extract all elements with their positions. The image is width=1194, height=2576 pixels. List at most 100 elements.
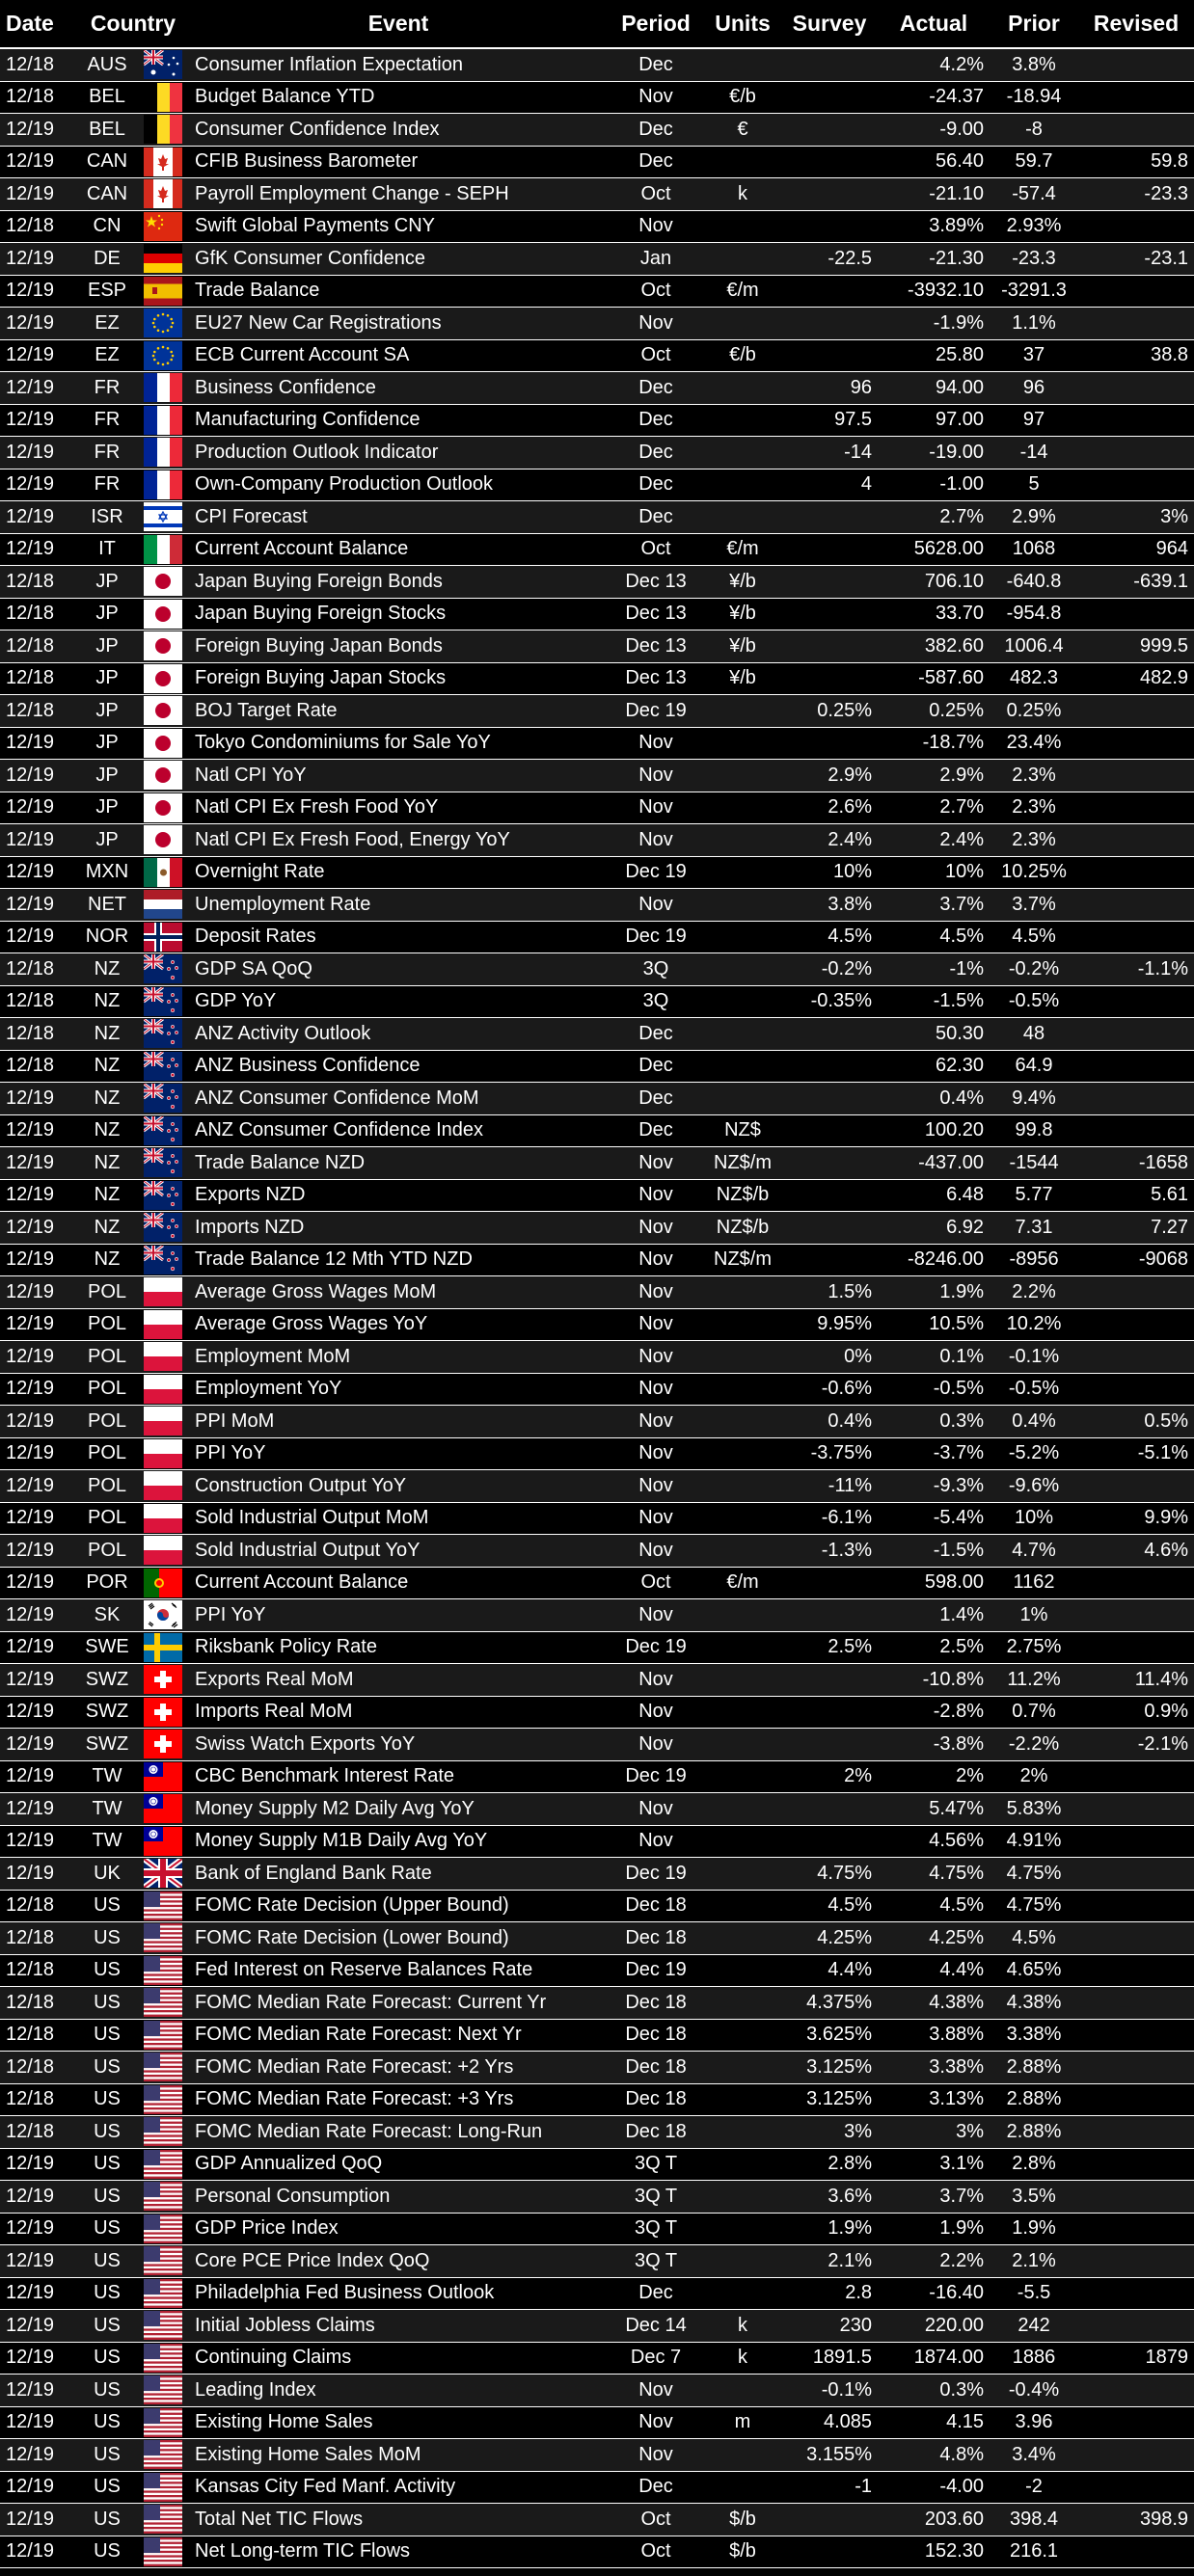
- flag-cell: [137, 1437, 190, 1470]
- header-period: Period: [608, 0, 705, 49]
- units-cell: [704, 2471, 782, 2504]
- event-cell: Kansas City Fed Manf. Activity: [189, 2471, 609, 2504]
- date-cell: 12/19: [0, 1082, 77, 1115]
- units-cell: [704, 1017, 782, 1051]
- event-cell: Overnight Rate: [189, 856, 609, 889]
- period-cell: 3Q T: [608, 2213, 705, 2245]
- flag-cell: [137, 565, 190, 599]
- actual-cell: 50.30: [878, 1017, 990, 1051]
- survey-cell: 3.6%: [781, 2180, 879, 2214]
- event-cell: ANZ Consumer Confidence Index: [189, 1114, 609, 1147]
- survey-cell: [781, 177, 879, 211]
- date-cell: 12/19: [0, 1275, 77, 1309]
- table-row: 12/19 POL PPI YoY Nov -3.75% -3.7% -5.2% -5.1%: [0, 1437, 1194, 1470]
- prior-cell: 4.91%: [990, 1825, 1079, 1858]
- flag-cell: [137, 1890, 190, 1922]
- event-cell: Natl CPI Ex Fresh Food YoY: [189, 792, 609, 824]
- prior-cell: 9.4%: [990, 1082, 1079, 1115]
- country-cell: US: [77, 1986, 137, 2020]
- event-cell: Trade Balance: [189, 275, 609, 308]
- table-row: 12/19 POL Construction Output YoY Nov -11% -9…: [0, 1469, 1194, 1503]
- table-row: 12/18 NZ ANZ Activity Outlook Dec 50.30 48: [0, 1017, 1194, 1051]
- date-cell: 12/19: [0, 275, 77, 308]
- date-cell: 12/18: [0, 1050, 77, 1083]
- period-cell: Dec 13: [608, 598, 705, 631]
- flag-cell: [137, 113, 190, 147]
- period-cell: Nov: [608, 210, 705, 243]
- table-row: 12/19 CAN Payroll Employment Change - SEPH…: [0, 177, 1194, 211]
- prior-cell: 23.4%: [990, 727, 1079, 760]
- table-row: 12/19 JP Natl CPI Ex Fresh Food YoY Nov 2.6%…: [0, 792, 1194, 824]
- prior-cell: 4.75%: [990, 1890, 1079, 1922]
- table-row: 12/19 ESP Trade Balance Oct €/m -3932.10 -3291…: [0, 275, 1194, 308]
- flag-cell: [137, 921, 190, 953]
- survey-cell: 4.75%: [781, 1857, 879, 1891]
- flag-cell: [137, 436, 190, 470]
- spain-flag-icon: [144, 276, 182, 306]
- country-cell: JP: [77, 662, 137, 695]
- date-cell: 12/19: [0, 1567, 77, 1599]
- event-cell: Unemployment Rate: [189, 888, 609, 922]
- date-cell: 12/19: [0, 2536, 77, 2568]
- actual-cell: 4.15: [878, 2406, 990, 2439]
- country-cell: NZ: [77, 1179, 137, 1212]
- actual-cell: 598.00: [878, 1567, 990, 1599]
- prior-cell: 5.77: [990, 1179, 1079, 1212]
- flag-cell: [137, 694, 190, 728]
- date-cell: 12/19: [0, 2213, 77, 2245]
- flag-cell: [137, 533, 190, 566]
- belgium-flag-icon: [144, 82, 182, 112]
- event-cell: Philadelphia Fed Business Outlook: [189, 2277, 609, 2310]
- mexico-flag-icon: [144, 857, 182, 887]
- date-cell: 12/19: [0, 2471, 77, 2504]
- actual-cell: 33.70: [878, 598, 990, 631]
- survey-cell: [781, 500, 879, 534]
- table-row: 12/19 NZ Trade Balance 12 Mth YTD NZD Nov NZ…: [0, 1244, 1194, 1276]
- table-row: 12/19 BEL Consumer Confidence Index Dec € -9.…: [0, 113, 1194, 147]
- event-cell: EU27 New Car Registrations: [189, 307, 609, 340]
- units-cell: [704, 1308, 782, 1341]
- table-row: 12/19 POL Sold Industrial Output MoM Nov -6.…: [0, 1502, 1194, 1535]
- revised-cell: 0.9%: [1078, 1696, 1194, 1729]
- eu-flag-icon: [144, 309, 182, 338]
- units-cell: [704, 210, 782, 243]
- actual-cell: -437.00: [878, 1146, 990, 1180]
- table-row: 12/19 POL Sold Industrial Output YoY Nov -1.…: [0, 1534, 1194, 1568]
- revised-cell: 38.8: [1078, 339, 1194, 372]
- country-cell: EZ: [77, 339, 137, 372]
- survey-cell: 0.4%: [781, 1405, 879, 1438]
- us-flag-icon: [144, 2278, 182, 2308]
- date-cell: 12/18: [0, 2019, 77, 2052]
- units-cell: [704, 2019, 782, 2052]
- prior-cell: -1544: [990, 1146, 1079, 1180]
- revised-cell: [1078, 2438, 1194, 2472]
- period-cell: Nov: [608, 823, 705, 857]
- table-row: 12/18 JP Foreign Buying Japan Bonds Dec 13 ¥…: [0, 630, 1194, 663]
- event-cell: Exports Real MoM: [189, 1663, 609, 1697]
- prior-cell: 1068: [990, 533, 1079, 566]
- table-row: 12/19 US Initial Jobless Claims Dec 14 k 230 2…: [0, 2309, 1194, 2343]
- survey-cell: [781, 1825, 879, 1858]
- date-cell: 12/19: [0, 1114, 77, 1147]
- period-cell: Nov: [608, 727, 705, 760]
- period-cell: Dec: [608, 404, 705, 437]
- flag-cell: [137, 48, 190, 82]
- japan-flag-icon: [144, 696, 182, 726]
- prior-cell: -2: [990, 2471, 1079, 2504]
- flag-cell: [137, 1631, 190, 1664]
- flag-cell: [137, 1114, 190, 1147]
- poland-flag-icon: [144, 1471, 182, 1501]
- event-cell: Continuing Claims: [189, 2342, 609, 2375]
- date-cell: 12/19: [0, 888, 77, 922]
- period-cell: Oct: [608, 1567, 705, 1599]
- date-cell: 12/19: [0, 2406, 77, 2439]
- us-flag-icon: [144, 2182, 182, 2212]
- actual-cell: 1.9%: [878, 1275, 990, 1309]
- period-cell: Nov: [608, 2374, 705, 2407]
- period-cell: Nov: [608, 1728, 705, 1761]
- prior-cell: 3.7%: [990, 888, 1079, 922]
- event-cell: Personal Consumption: [189, 2180, 609, 2214]
- event-cell: Employment YoY: [189, 1373, 609, 1406]
- units-cell: [704, 1921, 782, 1955]
- revised-cell: [1078, 1760, 1194, 1793]
